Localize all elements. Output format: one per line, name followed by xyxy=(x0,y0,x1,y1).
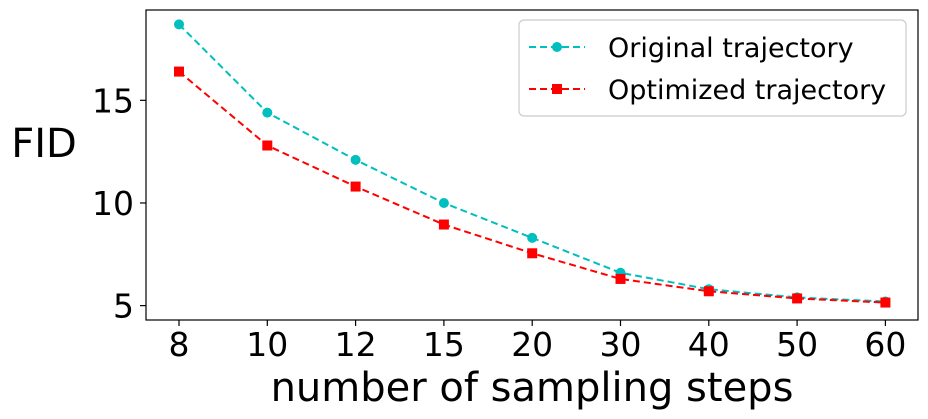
x-tick-label: 50 xyxy=(776,325,818,364)
data-point-optimized xyxy=(350,181,361,192)
data-point-original xyxy=(350,154,361,165)
data-point-optimized xyxy=(615,273,626,284)
data-point-optimized xyxy=(880,297,891,308)
legend: Original trajectory Optimized trajectory xyxy=(518,19,907,117)
data-point-original xyxy=(262,107,273,118)
y-axis-ticks: 5 10 15 xyxy=(92,81,146,326)
legend-marker-original xyxy=(552,42,562,52)
x-tick-label: 10 xyxy=(246,325,288,364)
data-point-optimized xyxy=(262,140,273,151)
x-axis-ticks: 8 10 12 15 20 30 40 50 60 xyxy=(169,320,906,364)
x-tick-label: 8 xyxy=(169,325,190,364)
data-point-optimized xyxy=(438,219,449,230)
x-tick-label: 40 xyxy=(688,325,730,364)
data-point-original xyxy=(527,232,538,243)
data-point-original xyxy=(174,19,184,30)
x-tick-label: 20 xyxy=(511,325,553,364)
data-point-optimized xyxy=(703,286,714,297)
y-tick-label: 10 xyxy=(92,184,134,223)
legend-box xyxy=(518,19,907,117)
legend-label-optimized: Optimized trajectory xyxy=(608,75,886,106)
data-point-optimized xyxy=(792,293,803,304)
x-axis-label: number of sampling steps xyxy=(271,365,794,411)
series-markers xyxy=(174,19,891,308)
data-point-original xyxy=(438,197,449,208)
y-tick-label: 15 xyxy=(92,81,134,120)
data-point-optimized xyxy=(174,66,184,77)
x-tick-label: 60 xyxy=(864,325,906,364)
x-tick-label: 30 xyxy=(600,325,642,364)
y-axis-label: FID xyxy=(11,121,77,167)
legend-label-original: Original trajectory xyxy=(608,33,854,64)
y-tick-label: 5 xyxy=(113,287,134,326)
legend-marker-optimized xyxy=(552,84,562,94)
x-tick-label: 12 xyxy=(335,325,377,364)
x-tick-label: 15 xyxy=(423,325,465,364)
data-point-optimized xyxy=(527,248,538,259)
